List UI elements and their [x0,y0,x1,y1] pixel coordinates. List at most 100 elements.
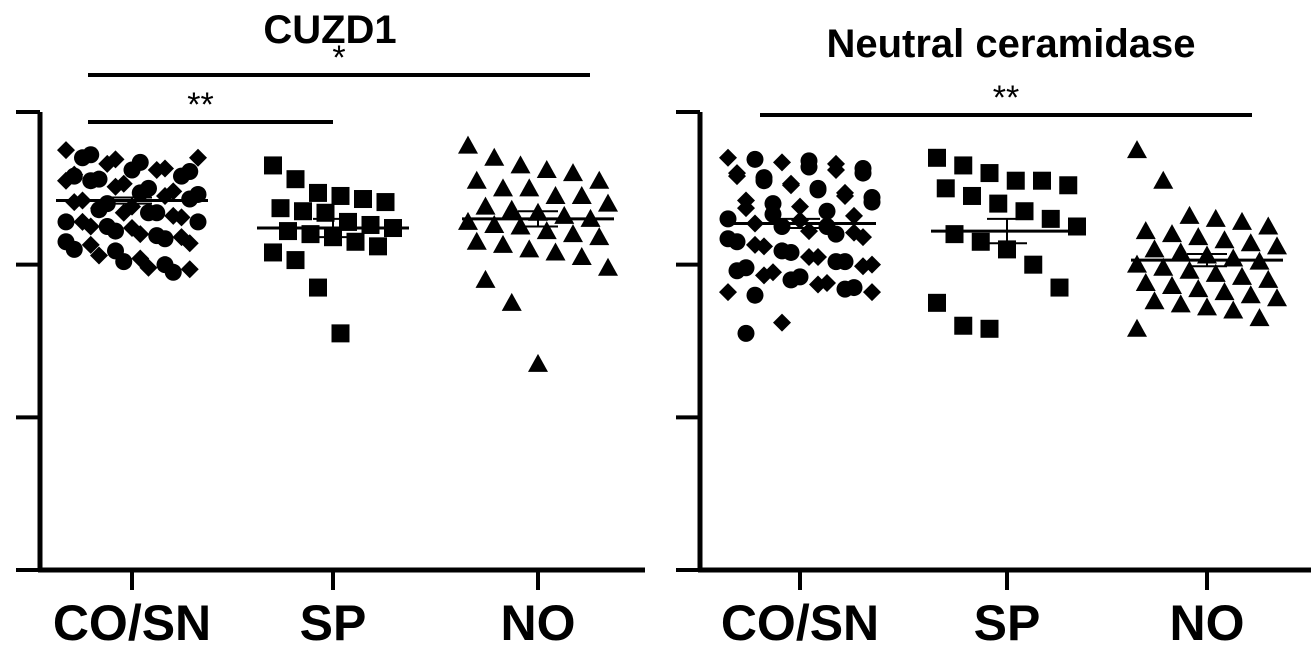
data-point-no-28 [598,257,618,276]
data-point-no-22 [589,227,610,246]
data-point-sp-16 [1050,278,1069,297]
data-point-no-13 [1170,242,1191,261]
data-point-sp-18 [286,251,305,270]
data-point-no-33 [1249,308,1270,327]
data-point-co-sn-55 [156,256,174,274]
data-point-co-sn-63 [737,324,755,342]
chart-title-neutral-ceramidase: Neutral ceramidase [826,22,1195,66]
data-point-no-19 [1179,260,1200,279]
data-point-co-sn-43 [140,204,157,222]
data-point-co-sn-55 [827,253,845,271]
data-point-co-sn-37 [131,184,149,202]
data-point-co-sn-59 [782,271,800,289]
data-point-sp-19 [309,278,327,297]
data-point-no-31 [528,353,548,372]
data-point-no-28 [1267,288,1287,307]
data-point-sp-10 [361,215,380,234]
data-point-no-2 [1179,205,1200,224]
data-point-sp-17 [264,243,282,262]
data-point-no-3 [536,160,557,179]
data-point-co-sn-31 [123,161,141,179]
data-point-no-2 [510,155,531,174]
data-point-co-sn-48 [123,219,141,238]
data-point-sp-15 [1024,255,1043,274]
data-point-co-sn-51 [57,233,75,251]
data-point-no-24 [1162,276,1182,295]
data-point-no-17 [458,211,478,230]
data-point-no-8 [1188,227,1209,246]
data-point-sp-5 [376,193,395,212]
data-point-co-sn-42 [114,203,133,222]
data-point-no-0 [458,135,478,154]
data-point-no-10 [1240,233,1261,252]
data-point-co-sn-44 [164,206,183,225]
data-point-no-13 [501,199,522,218]
data-point-sp-6 [271,199,290,218]
data-point-sp-4 [354,190,372,209]
data-point-co-sn-47 [98,218,116,235]
data-point-sp-19 [980,319,999,338]
data-point-sp-7 [963,186,981,205]
data-point-sp-20 [331,324,350,343]
chart-panel-neutral-ceramidase: Neutral ceramidase CO/SN SP NO ** [676,22,1311,651]
data-point-no-30 [501,292,522,311]
data-point-no-1 [1153,170,1174,189]
significance-label-1: ** [187,86,213,124]
data-point-sp-2 [309,183,327,202]
data-point-co-sn-16 [845,206,863,225]
data-point-no-27 [1240,285,1261,304]
data-point-co-sn-32 [147,161,166,180]
data-point-co-sn-2 [773,153,791,172]
data-point-co-sn-14 [791,197,809,216]
data-point-sp-1 [286,170,305,189]
data-point-no-5 [1258,216,1279,235]
data-point-co-sn-61 [836,280,854,298]
data-point-co-sn-20 [800,222,818,241]
data-point-sp-8 [989,194,1008,213]
data-point-sp-0 [928,148,946,167]
data-point-no-9 [545,185,566,204]
data-point-no-23 [466,231,487,250]
data-point-sp-11 [1068,217,1086,236]
data-point-co-sn-33 [173,167,190,185]
data-point-co-sn-41 [755,169,773,187]
x-tick-label-co-sn: CO/SN [53,595,211,651]
data-point-no-25 [1188,279,1209,298]
data-point-co-sn-29 [74,149,91,167]
data-point-co-sn-54 [131,249,150,268]
data-point-co-sn-56 [854,257,872,276]
data-point-co-sn-50 [172,228,191,247]
data-point-no-12 [1144,239,1165,258]
data-point-no-8 [519,178,540,197]
data-point-co-sn-44 [836,186,854,205]
data-point-sp-7 [294,202,312,221]
data-point-co-sn-58 [90,199,108,218]
data-point-sp-13 [301,225,320,244]
data-point-no-30 [1170,294,1191,313]
data-point-no-9 [1214,230,1235,249]
data-point-co-sn-24 [90,246,108,265]
data-point-sp-12 [945,225,964,244]
data-point-co-sn-35 [82,172,100,190]
data-point-no-0 [1127,140,1147,159]
data-point-no-11 [1267,236,1287,255]
chart-title-cuzd1: CUZD1 [263,8,396,52]
data-point-no-26 [545,242,566,261]
data-point-no-7 [493,178,513,197]
data-point-co-sn-58 [755,266,773,285]
data-point-no-7 [1162,224,1182,243]
data-point-sp-12 [279,222,297,241]
data-point-co-sn-62 [863,283,881,302]
data-point-no-17 [1127,254,1147,273]
data-point-co-sn-52 [746,235,764,254]
data-point-co-sn-34 [719,283,737,302]
data-point-no-31 [1197,297,1217,316]
data-point-co-sn-1 [746,150,764,168]
data-point-sp-5 [1059,176,1078,195]
data-point-no-3 [1205,208,1226,227]
data-point-co-sn-43 [809,181,827,199]
data-point-no-6 [466,170,487,189]
data-point-co-sn-42 [782,174,800,193]
data-point-co-sn-57 [728,262,746,280]
